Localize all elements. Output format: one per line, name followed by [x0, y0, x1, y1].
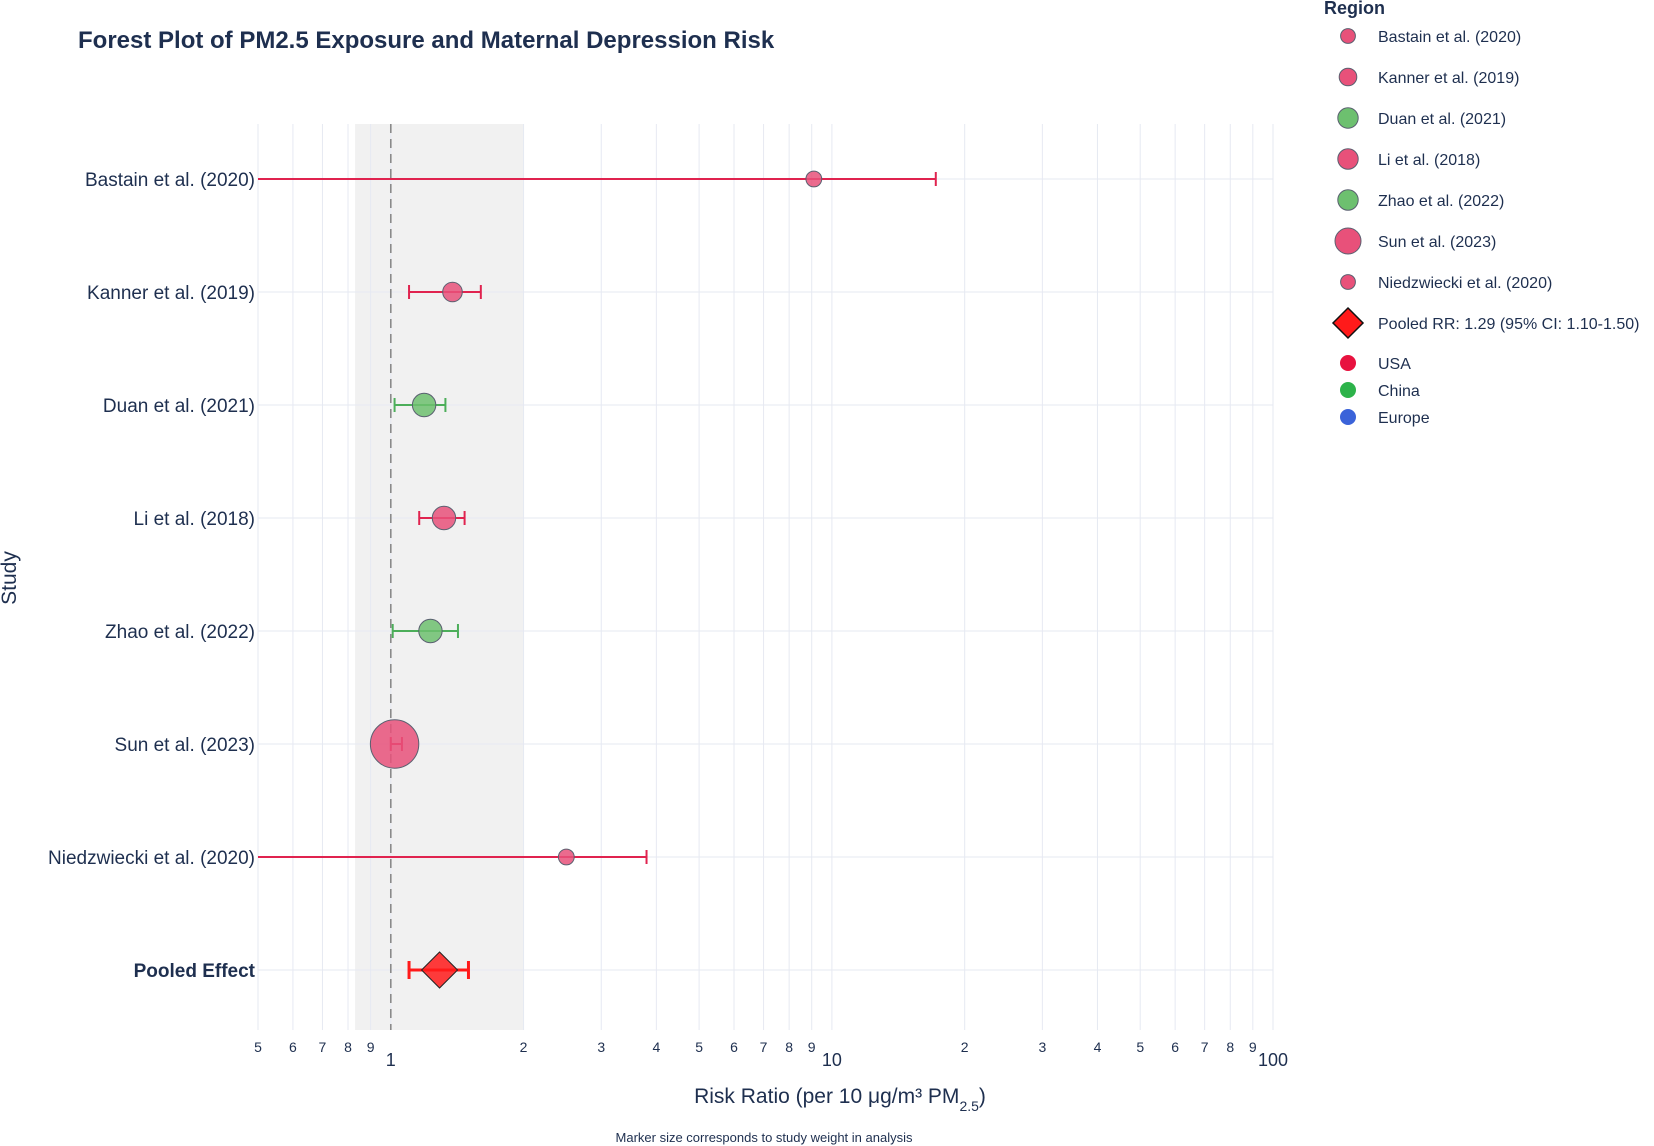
y-tick-label: Sun et al. (2023)	[115, 735, 255, 756]
x-tick-label-minor: 2	[520, 1039, 528, 1055]
y-tick-label: Niedzwiecki et al. (2020)	[48, 848, 255, 869]
x-tick-labels: 5 6 7 8 9 2 3 4 5 6 7 8 9 2 3 4 5 6 7 8 91 10 100	[254, 1039, 1288, 1070]
legend-item-label: Bastain et al. (2020)	[1378, 29, 1521, 46]
y-tick-label-pooled: Pooled Effect	[134, 961, 256, 982]
legend: Region Bastain et al. (2020) Kanner et al…	[1324, 0, 1639, 427]
legend-marker	[1334, 227, 1362, 255]
legend-item-label: Zhao et al. (2022)	[1378, 193, 1504, 210]
legend-region-label: Europe	[1378, 410, 1430, 427]
y-tick-label: Duan et al. (2021)	[103, 396, 255, 417]
y-tick-label: Zhao et al. (2022)	[105, 622, 255, 643]
y-tick-labels: Bastain et al. (2020) Kanner et al. (2019…	[48, 170, 256, 982]
legend-marker	[1340, 28, 1356, 44]
x-tick-label-minor: 8	[1226, 1039, 1234, 1055]
x-tick-label-minor: 9	[367, 1039, 375, 1055]
chart-title: Forest Plot of PM2.5 Exposure and Matern…	[78, 27, 775, 54]
y-tick-label: Li et al. (2018)	[134, 509, 255, 530]
legend-title: Region	[1324, 0, 1385, 18]
legend-item-label: Duan et al. (2021)	[1378, 111, 1506, 128]
data-marks	[258, 170, 937, 989]
x-tick-label-minor: 5	[695, 1039, 703, 1055]
legend-marker	[1337, 189, 1359, 211]
legend-region-label: China	[1378, 383, 1420, 400]
x-tick-label-minor: 4	[652, 1039, 660, 1055]
x-tick-label-minor: 7	[319, 1039, 327, 1055]
x-tick-label-minor: 8	[785, 1039, 793, 1055]
legend-region-label: USA	[1378, 356, 1411, 373]
x-tick-label-minor: 3	[597, 1039, 605, 1055]
x-tick-label-minor: 6	[730, 1039, 738, 1055]
x-tick-label-minor: 7	[760, 1039, 768, 1055]
x-tick-label-minor: 3	[1038, 1039, 1046, 1055]
legend-pooled-marker	[1331, 306, 1365, 340]
study-point	[418, 618, 443, 644]
x-tick-label-minor: 5	[1136, 1039, 1144, 1055]
chart-note: Marker size corresponds to study weight …	[616, 1130, 913, 1145]
legend-region-marker	[1340, 409, 1356, 425]
x-tick-label-major: 100	[1258, 1050, 1288, 1070]
legend-marker	[1337, 148, 1359, 170]
x-tick-label-minor: 8	[344, 1039, 352, 1055]
x-tick-label-minor: 5	[254, 1039, 262, 1055]
legend-marker	[1338, 67, 1358, 87]
pooled-diamond	[420, 951, 459, 989]
x-tick-label-minor: 7	[1201, 1039, 1209, 1055]
x-axis-label-main: Risk Ratio (per 10 μg/m³ PM	[694, 1085, 959, 1108]
x-tick-label-major: 10	[822, 1050, 842, 1070]
study-point	[369, 719, 420, 769]
y-tick-label: Bastain et al. (2020)	[85, 170, 255, 191]
x-tick-label-minor: 4	[1094, 1039, 1102, 1055]
x-tick-label-minor: 9	[808, 1039, 816, 1055]
study-point	[442, 281, 463, 303]
y-axis-label: Study	[0, 551, 21, 605]
legend-item-label: Niedzwiecki et al. (2020)	[1378, 275, 1552, 292]
y-tick-label: Kanner et al. (2019)	[87, 283, 255, 304]
legend-item-label: Li et al. (2018)	[1378, 152, 1480, 169]
x-tick-label-major: 1	[386, 1050, 396, 1070]
study-point	[557, 848, 575, 866]
study-point	[431, 505, 457, 531]
legend-pooled-label: Pooled RR: 1.29 (95% CI: 1.10-1.50)	[1378, 316, 1639, 333]
x-axis-label-close: )	[979, 1085, 986, 1108]
legend-marker	[1340, 274, 1356, 290]
x-axis-label: Risk Ratio (per 10 μg/m³ PM2.5)	[694, 1085, 986, 1114]
x-axis-label-sub: 2.5	[959, 1098, 979, 1114]
plot-background	[355, 124, 524, 1030]
x-tick-label-minor: 6	[289, 1039, 297, 1055]
x-tick-label-minor: 2	[961, 1039, 969, 1055]
legend-region-marker	[1340, 355, 1356, 371]
legend-region-marker	[1340, 382, 1356, 398]
shaded-band	[355, 124, 524, 1030]
study-point	[411, 392, 437, 418]
legend-marker	[1337, 107, 1359, 129]
legend-item-label: Sun et al. (2023)	[1378, 234, 1496, 251]
x-tick-label-minor: 6	[1171, 1039, 1179, 1055]
x-tick-label-minor: 9	[1249, 1039, 1257, 1055]
legend-item-label: Kanner et al. (2019)	[1378, 70, 1519, 87]
study-point	[805, 170, 823, 188]
